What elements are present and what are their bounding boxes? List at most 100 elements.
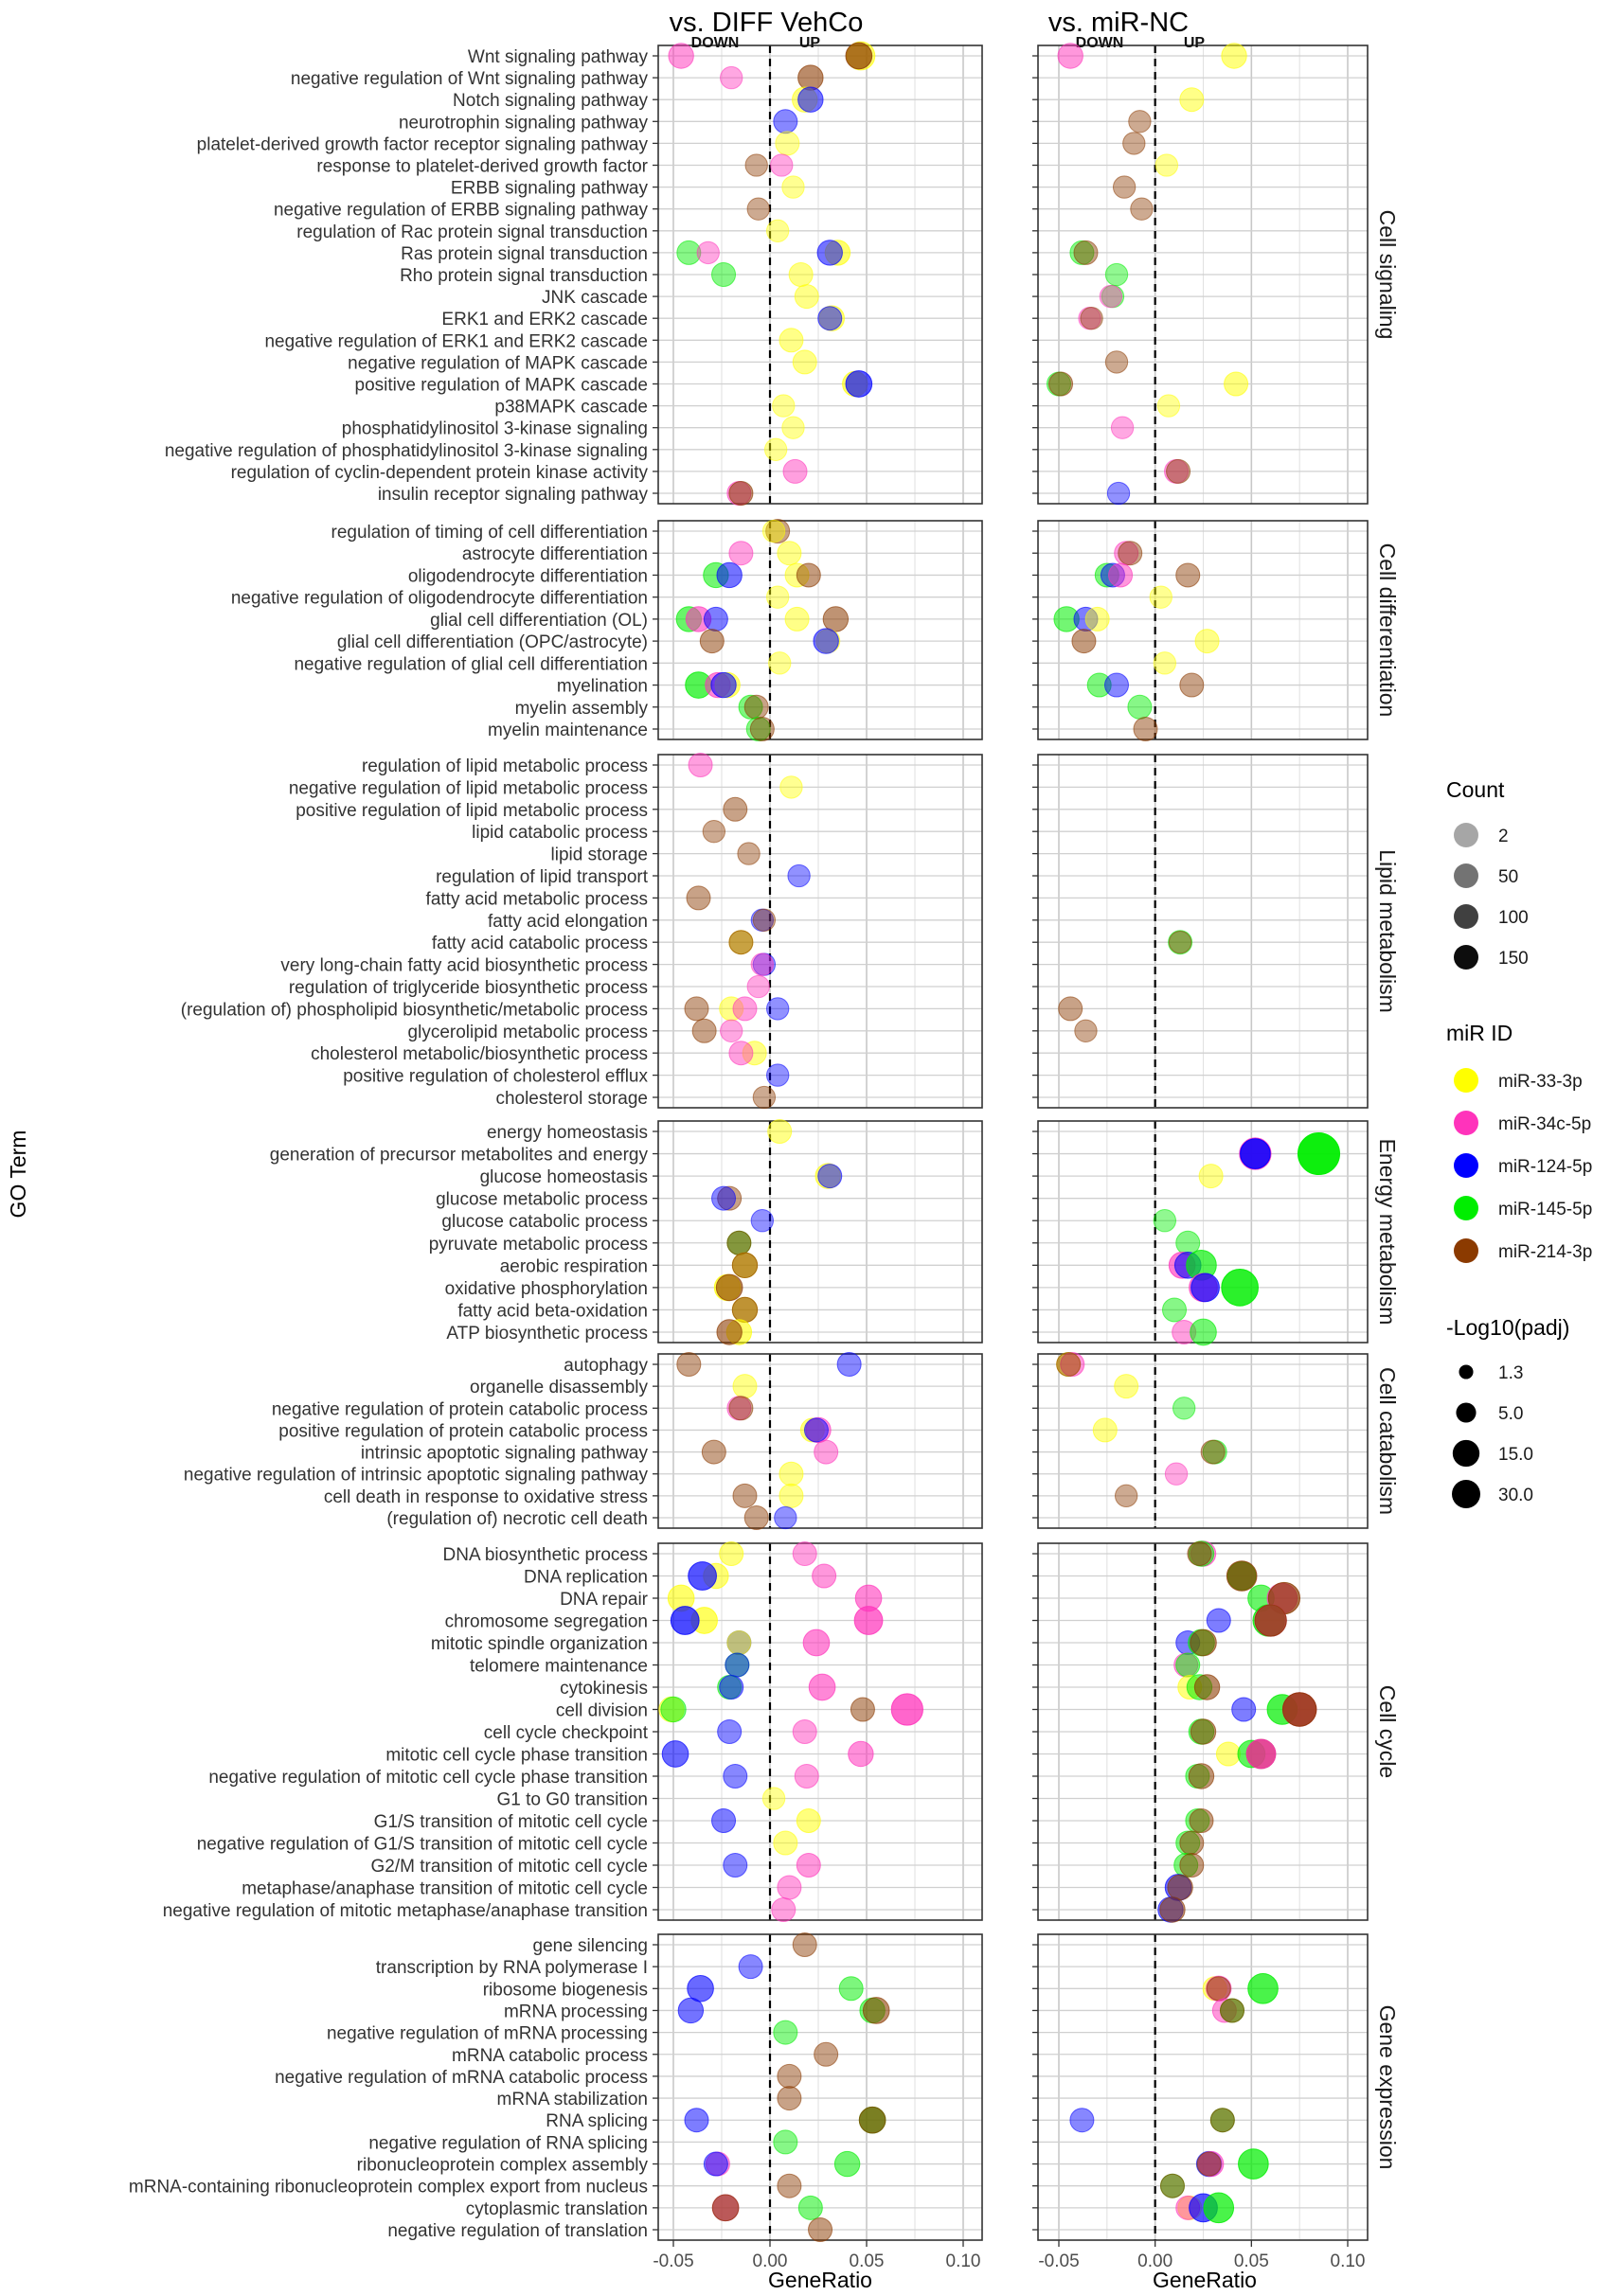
right-up-label: UP	[1184, 35, 1206, 51]
point-left-mir-33-3p	[768, 651, 792, 675]
legend-count-swatch	[1454, 823, 1478, 847]
point-left-mir-124-5p	[717, 1718, 743, 1745]
point-right-mir-214-3p	[1104, 350, 1129, 374]
point-left-mir-214-3p	[726, 1230, 752, 1255]
point-right-mir-145-5p	[1247, 1973, 1279, 2004]
point-right-mir-145-5p	[1168, 930, 1193, 955]
point-left-mir-124-5p	[774, 1505, 797, 1530]
point-left-mir-124-5p	[710, 671, 737, 699]
point-left-mir-124-5p	[836, 1351, 862, 1378]
point-left-mir-214-3p	[716, 1319, 743, 1345]
legend-padj-label: 1.3	[1498, 1363, 1523, 1383]
go-term-label: glial cell differentiation (OL)	[430, 611, 648, 631]
point-right-mir-214-3p	[1209, 2108, 1235, 2133]
point-left-mir-124-5p	[803, 1417, 829, 1443]
point-right-mir-145-5p	[1238, 2148, 1269, 2180]
point-right-mir-214-3p	[1074, 1019, 1098, 1042]
point-left-mir-124-5p	[723, 1763, 748, 1789]
point-left-mir-34c-5p	[750, 952, 775, 976]
point-left-mir-214-3p	[749, 716, 775, 742]
point-right-mir-214-3p	[1130, 197, 1154, 221]
go-term-label: generation of precursor metabolites and …	[270, 1146, 649, 1166]
go-term-label: positive regulation of protein catabolic…	[278, 1421, 648, 1441]
point-left-mir-214-3p	[850, 1697, 875, 1722]
facet-label-cell-cycle: Cell cycle	[1375, 1685, 1400, 1778]
point-right-mir-214-3p	[1179, 1830, 1205, 1856]
point-left-mir-124-5p	[670, 1606, 700, 1635]
point-left-mir-33-3p	[777, 541, 802, 566]
point-left-mir-214-3p	[728, 1396, 754, 1421]
point-right-mir-214-3p	[1187, 1540, 1212, 1567]
point-left-mir-33-3p	[794, 284, 819, 310]
go-term-label: regulation of timing of cell differentia…	[331, 523, 648, 543]
point-right-mir-145-5p	[1153, 1209, 1177, 1233]
point-left-mir-214-3p	[686, 885, 711, 911]
point-left-mir-124-5p	[813, 628, 839, 654]
go-term-label: mRNA processing	[504, 2002, 648, 2021]
x-tick-label: 0.10	[946, 2252, 981, 2271]
point-left-mir-33-3p	[732, 1374, 758, 1399]
go-term-label: negative regulation of glial cell differ…	[294, 654, 648, 674]
legend-mir-title: miR ID	[1446, 1021, 1513, 1045]
go-term-label: myelin assembly	[515, 699, 649, 719]
point-left-mir-214-3p	[822, 606, 850, 632]
go-term-label: phosphatidylinositol 3-kinase signaling	[342, 419, 648, 439]
legend-mir-label: miR-34c-5p	[1498, 1114, 1591, 1134]
go-term-label: mitotic spindle organization	[431, 1634, 648, 1654]
go-term-label: cell division	[556, 1701, 648, 1721]
go-term-label: myelin maintenance	[488, 721, 648, 740]
point-right-mir-214-3p	[1118, 541, 1143, 566]
point-right-mir-33-3p	[1149, 585, 1172, 609]
point-left-mir-124-5p	[711, 1185, 737, 1211]
point-right-mir-214-3p	[1226, 1560, 1258, 1592]
legend-padj-swatch	[1452, 1439, 1480, 1468]
point-left-mir-214-3p	[731, 1252, 759, 1279]
point-right-mir-214-3p	[1071, 629, 1097, 654]
titles-layer: vs. DIFF VehCo vs. miR-NC DOWN UP DOWN U…	[6, 8, 1257, 2292]
point-left-mir-214-3p	[702, 820, 726, 844]
point-right-mir-214-3p	[1206, 1976, 1231, 2002]
point-left-mir-34c-5p	[771, 1896, 797, 1923]
point-right-mir-214-3p	[1188, 1763, 1215, 1789]
go-term-label: G2/M transition of mitotic cell cycle	[371, 1857, 648, 1877]
go-term-label: aerobic respiration	[500, 1256, 648, 1276]
point-right-mir-214-3p	[1073, 240, 1099, 265]
point-right-mir-34c-5p	[1057, 43, 1083, 69]
point-right-mir-33-3p	[1155, 153, 1179, 177]
go-term-label: glucose metabolic process	[436, 1190, 648, 1210]
point-left-mir-124-5p	[703, 2151, 728, 2177]
go-term-label: (regulation of) necrotic cell death	[386, 1509, 648, 1529]
panel-bg-left-lipid-metabolism	[658, 755, 982, 1108]
go-term-label: DNA repair	[560, 1590, 649, 1610]
point-right-mir-214-3p	[1114, 1484, 1138, 1508]
point-right-mir-33-3p	[1156, 394, 1181, 418]
point-left-mir-33-3p	[719, 1540, 744, 1567]
legend-padj-swatch	[1456, 1402, 1477, 1423]
point-right-mir-124-5p	[1069, 2108, 1095, 2133]
go-term-label: cholesterol storage	[495, 1089, 648, 1109]
point-right-mir-214-3p	[1175, 562, 1201, 588]
point-left-mir-34c-5p	[796, 1852, 821, 1878]
point-right-mir-214-3p	[1196, 2151, 1222, 2177]
panel-border	[657, 754, 983, 1109]
go-term-label: insulin receptor signaling pathway	[378, 485, 649, 505]
go-term-label: negative regulation of mitotic cell cycl…	[208, 1768, 648, 1788]
point-left-mir-34c-5p	[746, 974, 770, 999]
point-right-mir-214-3p	[1219, 1998, 1245, 2023]
point-left-mir-33-3p	[726, 1629, 752, 1656]
point-left-mir-33-3p	[765, 585, 790, 609]
point-left-mir-124-5p	[787, 863, 811, 888]
go-term-label: mRNA catabolic process	[452, 2046, 648, 2066]
go-term-label: negative regulation of Wnt signaling pat…	[291, 69, 649, 89]
point-left-mir-33-3p	[779, 775, 803, 799]
go-term-label: regulation of cyclin-dependent protein k…	[231, 463, 649, 483]
go-term-label: negative regulation of ERK1 and ERK2 cas…	[264, 331, 648, 351]
point-left-mir-145-5p	[660, 1696, 687, 1723]
point-left-mir-124-5p	[723, 1852, 748, 1878]
point-right-mir-33-3p	[1194, 629, 1220, 654]
point-right-mir-214-3p	[1159, 1896, 1186, 1923]
point-right-mir-214-3p	[1254, 1604, 1287, 1637]
legend-padj-swatch	[1452, 1480, 1480, 1508]
point-right-mir-214-3p	[1190, 1718, 1217, 1745]
point-left-mir-145-5p	[711, 261, 737, 288]
